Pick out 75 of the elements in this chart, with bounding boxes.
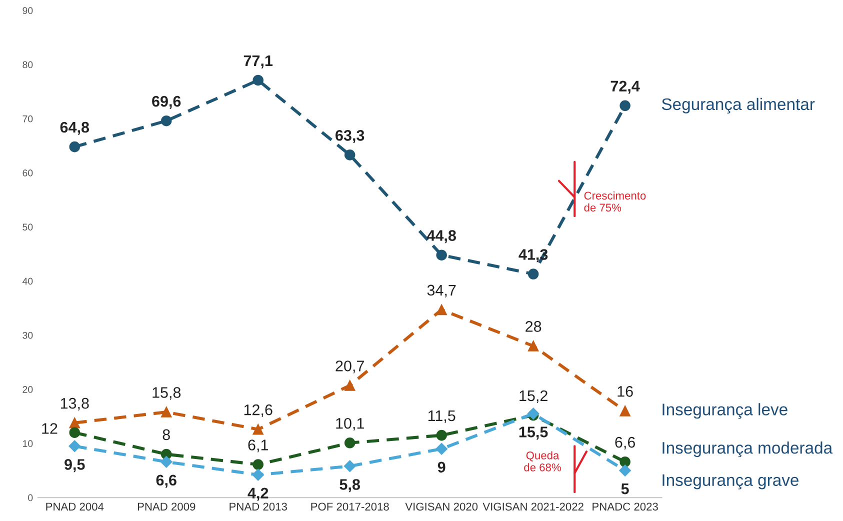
- data-label: 63,3: [336, 130, 364, 144]
- x-tick-label: VIGISAN 2020: [405, 502, 478, 511]
- series-label: Insegurança grave: [662, 474, 798, 490]
- data-label: 8: [162, 429, 170, 440]
- y-tick-label: 80: [22, 61, 33, 68]
- y-tick-label: 70: [22, 115, 33, 122]
- point: [160, 115, 172, 126]
- point: [252, 468, 264, 481]
- point: [69, 427, 80, 438]
- x-tick-label: PNAD 2004: [46, 502, 104, 511]
- data-label: 13,8: [60, 398, 89, 411]
- point: [68, 440, 81, 452]
- y-tick-label: 50: [22, 224, 33, 231]
- data-label: 6,6: [156, 474, 176, 488]
- point: [528, 340, 539, 352]
- point: [252, 459, 264, 470]
- data-label: 4,2: [248, 488, 268, 501]
- point: [344, 438, 356, 448]
- data-label: 69,6: [152, 96, 181, 109]
- point: [69, 417, 80, 428]
- point: [436, 430, 447, 441]
- point: [344, 460, 356, 472]
- data-label: 15,8: [152, 387, 181, 400]
- point: [620, 456, 630, 468]
- data-label: 9: [438, 462, 446, 473]
- point: [69, 141, 80, 152]
- y-tick-label: 20: [22, 386, 33, 393]
- series-label: Segurança alimentar: [662, 98, 815, 114]
- point: [252, 424, 264, 435]
- series-label: Insegurança moderada: [662, 442, 833, 458]
- point: [436, 442, 448, 455]
- y-tick-label: 0: [28, 494, 33, 502]
- y-tick-label: 10: [23, 440, 33, 448]
- point: [252, 74, 264, 86]
- data-label: 5: [621, 484, 629, 494]
- y-tick-label: 90: [22, 7, 33, 14]
- y-tick-label: 30: [22, 332, 33, 339]
- data-label: 6,6: [615, 436, 636, 450]
- x-tick-label: POF 2017-2018: [311, 502, 389, 511]
- x-tick-label: PNAD 2013: [230, 502, 287, 511]
- data-label: 28: [526, 321, 542, 332]
- point: [344, 150, 356, 160]
- data-label: 12: [42, 423, 58, 434]
- point: [619, 464, 631, 476]
- series-label: Insegurança leve: [662, 403, 788, 419]
- data-label: 15,5: [519, 426, 548, 440]
- data-label: 6,1: [248, 440, 268, 452]
- data-label: 10,1: [336, 418, 364, 431]
- point: [160, 456, 172, 468]
- y-tick-label: 40: [22, 278, 33, 285]
- point: [620, 406, 630, 416]
- data-label: 9,5: [64, 459, 85, 472]
- data-label: 11,5: [428, 410, 456, 423]
- data-label: 44,8: [426, 230, 456, 244]
- x-tick-label: VIGISAN 2021-2022: [482, 502, 584, 511]
- data-label: 12,6: [244, 404, 272, 418]
- point: [160, 406, 172, 418]
- data-label: 5,8: [340, 479, 360, 492]
- data-label: 72,4: [610, 80, 640, 94]
- point: [620, 100, 630, 112]
- data-label: 15,2: [520, 390, 548, 403]
- x-tick-label: PNADC 2023: [592, 502, 658, 511]
- y-tick-label: 60: [22, 170, 33, 176]
- data-label: 34,7: [427, 284, 456, 298]
- data-label: 64,8: [60, 122, 90, 135]
- x-tick-label: PNAD 2009: [138, 502, 196, 511]
- point: [344, 380, 356, 391]
- point: [436, 250, 447, 260]
- data-label: 77,1: [244, 55, 273, 68]
- data-label: 16: [618, 386, 633, 397]
- annotation: Crescimento de 75%: [584, 191, 646, 212]
- annotation: Queda de 68%: [524, 451, 561, 472]
- point: [528, 268, 539, 280]
- point: [436, 304, 447, 316]
- data-label: 20,7: [336, 360, 364, 374]
